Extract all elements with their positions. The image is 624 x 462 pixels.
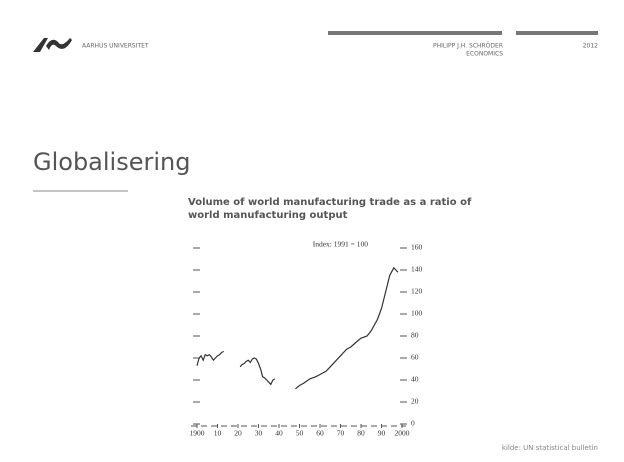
y-tick-label: 140 — [411, 265, 423, 274]
department: ECONOMICS — [466, 51, 503, 58]
annotation: Index: 1991 = 100 — [313, 240, 369, 249]
slide-title: Globalisering — [33, 148, 190, 176]
x-tick-label: 1900 — [190, 429, 205, 438]
y-tick-label: 20 — [411, 397, 419, 406]
x-tick-label: 50 — [296, 429, 304, 438]
y-tick-label: 40 — [411, 375, 419, 384]
y-tick-label: 160 — [411, 243, 423, 252]
x-tick-label: 30 — [255, 429, 263, 438]
x-tick-label: 2000 — [395, 429, 410, 438]
year: 2012 — [583, 43, 598, 50]
x-tick-label: 70 — [337, 429, 345, 438]
chart-title-line: Volume of world manufacturing trade as a… — [188, 197, 472, 221]
author: PHILIPP J.H. SCHRÖDER — [433, 43, 503, 50]
x-tick-label: 40 — [275, 429, 283, 438]
y-tick-label: 100 — [411, 309, 423, 318]
x-tick-label: 60 — [316, 429, 324, 438]
x-tick-label: 90 — [378, 429, 386, 438]
chart-title-cont: world manufacturing output — [188, 210, 348, 221]
logo — [33, 38, 72, 52]
source: kilde: UN statistical bulletin — [502, 444, 598, 452]
y-tick-label: 80 — [411, 331, 419, 340]
x-tick-label: 20 — [234, 429, 242, 438]
x-tick-label: 10 — [214, 429, 222, 438]
y-tick-label: 0 — [411, 419, 415, 428]
y-tick-label: 120 — [411, 287, 423, 296]
chart-title: Volume of world manufacturing trade as a… — [188, 197, 472, 208]
org-name: AARHUS UNIVERSITET — [82, 43, 149, 50]
y-tick-label: 60 — [411, 353, 419, 362]
trade-ratio-line — [196, 266, 399, 390]
x-tick-label: 80 — [357, 429, 365, 438]
